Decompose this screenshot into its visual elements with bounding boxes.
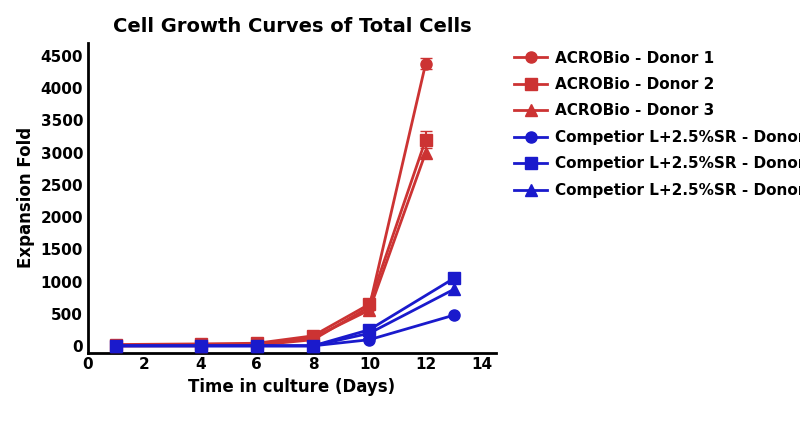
- Legend: ACROBio - Donor 1, ACROBio - Donor 2, ACROBio - Donor 3, Competior L+2.5%SR - Do: ACROBio - Donor 1, ACROBio - Donor 2, AC…: [508, 44, 800, 204]
- X-axis label: Time in culture (Days): Time in culture (Days): [189, 378, 395, 396]
- Title: Cell Growth Curves of Total Cells: Cell Growth Curves of Total Cells: [113, 17, 471, 36]
- Y-axis label: Expansion Fold: Expansion Fold: [17, 127, 35, 268]
